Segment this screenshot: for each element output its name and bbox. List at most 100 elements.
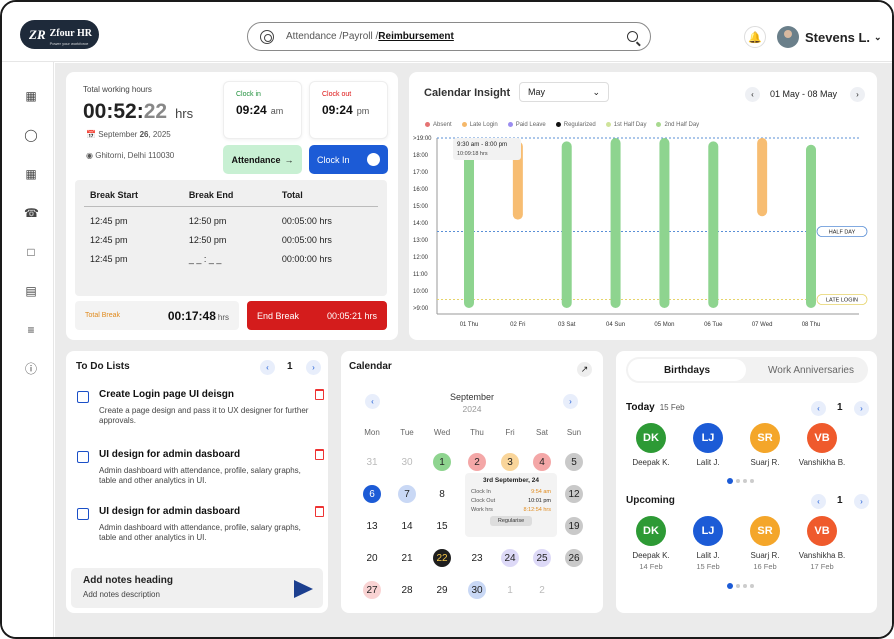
calendar-day[interactable]: 22 xyxy=(433,549,451,567)
calendar-day[interactable]: 3 xyxy=(501,453,519,471)
calendar-day[interactable]: 13 xyxy=(363,517,381,535)
todo-checkbox[interactable] xyxy=(77,508,89,520)
legend-swatch xyxy=(555,122,561,127)
breadcrumb-search-bar[interactable]: Attendance /Payroll /Reimbursement xyxy=(247,22,651,51)
legend-swatch xyxy=(461,122,467,127)
y-tick-label: 16:00 xyxy=(413,187,429,193)
expand-icon[interactable]: ↗ xyxy=(577,362,592,377)
dashboard-icon[interactable]: ▦ xyxy=(25,89,37,103)
chevron-left-icon[interactable]: ‹ xyxy=(811,401,826,416)
calendar-day[interactable]: 20 xyxy=(363,549,381,567)
weekday-label: Fri xyxy=(505,428,515,437)
save-icon[interactable]: □ xyxy=(27,245,35,259)
person-card[interactable]: VB Vanshikha B. xyxy=(792,423,852,467)
chevron-left-icon[interactable]: ‹ xyxy=(365,394,380,409)
search-icon[interactable] xyxy=(627,31,638,42)
calendar-day[interactable]: 15 xyxy=(433,517,451,535)
calendar-day[interactable]: 19 xyxy=(565,517,583,535)
dot-active[interactable] xyxy=(727,478,733,484)
list-check-icon[interactable]: ≡ xyxy=(27,323,35,337)
calendar-day[interactable]: 1 xyxy=(501,581,519,599)
info-icon[interactable]: ⓘ xyxy=(24,362,37,376)
bell-icon[interactable]: 🔔 xyxy=(744,26,766,48)
dot[interactable] xyxy=(736,479,740,483)
top-header: ZR Zfour HR Power your workforce Attendan… xyxy=(2,2,892,62)
timer-main: 00:52: xyxy=(83,100,144,123)
calendar-day[interactable]: 30 xyxy=(468,581,486,599)
person-card[interactable]: SR Suarj R. 16 Feb xyxy=(735,516,795,571)
dot[interactable] xyxy=(736,584,740,588)
calendar-day[interactable]: 23 xyxy=(468,549,486,567)
calendar-day[interactable]: 30 xyxy=(398,453,416,471)
attendance-button[interactable]: Attendance → xyxy=(223,145,302,174)
chevron-right-icon[interactable]: › xyxy=(563,394,578,409)
todo-checkbox[interactable] xyxy=(77,391,89,403)
calendar-day[interactable]: 28 xyxy=(398,581,416,599)
person-card[interactable]: LJ Lalit J. xyxy=(678,423,738,467)
calendar-day[interactable]: 6 xyxy=(363,485,381,503)
dot[interactable] xyxy=(750,584,754,588)
user-name: Stevens L. xyxy=(805,29,871,45)
calendar-day[interactable]: 1 xyxy=(433,453,451,471)
person-card[interactable]: VB Vanshikha B. 17 Feb xyxy=(792,516,852,571)
dot-active[interactable] xyxy=(727,583,733,589)
dot[interactable] xyxy=(743,479,747,483)
regularise-button[interactable]: Regularise xyxy=(490,516,532,526)
calendar-day[interactable]: 29 xyxy=(433,581,451,599)
x-tick-label: 06 Tue xyxy=(704,322,723,328)
cell: 12:45 pm xyxy=(90,254,128,264)
calendar-day[interactable]: 31 xyxy=(363,453,381,471)
calendar-day[interactable]: 24 xyxy=(501,549,519,567)
breadcrumb-attendance[interactable]: Attendance / xyxy=(286,31,343,42)
dot[interactable] xyxy=(743,584,747,588)
end-break-button[interactable]: End Break 00:05:21 hrs xyxy=(247,301,387,330)
clock-in-button[interactable]: Clock In xyxy=(309,145,388,174)
calendar-day[interactable]: 25 xyxy=(533,549,551,567)
chevron-right-icon[interactable]: › xyxy=(854,494,869,509)
logo[interactable]: ZR Zfour HR Power your workforce xyxy=(20,20,99,49)
person-card[interactable]: DK Deepak K. xyxy=(621,423,681,467)
chevron-right-icon[interactable]: › xyxy=(306,360,321,375)
month-select[interactable]: May ⌄ xyxy=(519,82,609,102)
trash-icon[interactable] xyxy=(315,506,324,517)
chevron-right-icon[interactable]: › xyxy=(854,401,869,416)
tab-birthdays[interactable]: Birthdays xyxy=(628,359,746,381)
dot[interactable] xyxy=(750,479,754,483)
cell: 00:00:00 hrs xyxy=(281,254,332,264)
add-notes-box[interactable]: Add notes heading Add notes description xyxy=(71,568,323,608)
calendar-day[interactable]: 4 xyxy=(533,453,551,471)
calendar-day[interactable]: 12 xyxy=(565,485,583,503)
calendar-day[interactable]: 21 xyxy=(398,549,416,567)
todo-checkbox[interactable] xyxy=(77,451,89,463)
calendar-day[interactable]: 8 xyxy=(433,485,451,503)
chevron-left-icon[interactable]: ‹ xyxy=(260,360,275,375)
calendar-day[interactable]: 5 xyxy=(565,453,583,471)
person-card[interactable]: LJ Lalit J. 15 Feb xyxy=(678,516,738,571)
tab-work-anniversaries[interactable]: Work Anniversaries xyxy=(768,364,854,376)
person-card[interactable]: DK Deepak K. 14 Feb xyxy=(621,516,681,571)
calendar-day[interactable]: 27 xyxy=(363,581,381,599)
document-icon[interactable]: ▤ xyxy=(25,284,37,298)
chevron-left-icon[interactable]: ‹ xyxy=(745,87,760,102)
breadcrumb-current[interactable]: Reimbursement xyxy=(378,31,454,42)
calendar-day[interactable]: 26 xyxy=(565,549,583,567)
trash-icon[interactable] xyxy=(315,449,324,460)
chevron-left-icon[interactable]: ‹ xyxy=(811,494,826,509)
clock-in-label: Clock in xyxy=(236,91,261,98)
trash-icon[interactable] xyxy=(315,389,324,400)
popup-value: 8:12:54 hrs xyxy=(523,507,551,513)
calendar-day[interactable]: 14 xyxy=(398,517,416,535)
chevron-right-icon[interactable]: › xyxy=(850,87,865,102)
calendar-day[interactable]: 2 xyxy=(468,453,486,471)
calendar-icon[interactable]: ▦ xyxy=(25,167,37,181)
user-menu[interactable]: Stevens L. ⌄ xyxy=(777,26,882,48)
x-tick-label: 07 Wed xyxy=(752,322,773,328)
legend-label: Regularized xyxy=(563,122,596,129)
hand-coin-icon[interactable]: ☎ xyxy=(24,206,39,220)
calendar-day[interactable]: 2 xyxy=(533,581,551,599)
calendar-day[interactable]: 7 xyxy=(398,485,416,503)
breadcrumb-payroll[interactable]: Payroll / xyxy=(342,31,379,42)
user-circle-icon[interactable]: ◯ xyxy=(24,128,38,142)
send-icon[interactable] xyxy=(294,580,313,598)
person-card[interactable]: SR Suarj R. xyxy=(735,423,795,467)
